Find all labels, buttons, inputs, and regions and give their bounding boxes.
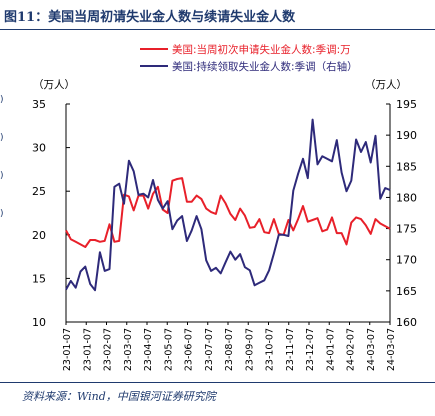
legend: 美国:当周初次申请失业金人数:季调:万 美国:持续领取失业金人数:季调（右轴） (140, 43, 358, 73)
right-tick-label: 160 (396, 316, 417, 329)
edge-fragment: ) (0, 209, 4, 219)
left-axis-unit-label: （万人） (33, 79, 75, 91)
figure-title: 图11：美国当周初请失业金人数与续请失业金人数 (4, 10, 296, 25)
x-tick-label: 23-05-07 (163, 328, 174, 371)
left-tick-label: 20 (32, 229, 46, 242)
series-line-continuing-claims (65, 118, 391, 292)
right-tick-label: 180 (396, 191, 417, 204)
x-tick-label: 23-10-07 (265, 328, 276, 371)
x-tick-label: 23-01-07 (82, 328, 93, 371)
left-tick-label: 25 (32, 185, 46, 198)
x-tick-label: 23-06-07 (184, 328, 195, 371)
right-tick-label: 165 (396, 285, 417, 298)
left-edge-fragments: ) ) ) ) (0, 95, 6, 247)
x-tick-label: 23-02-07 (103, 328, 114, 371)
right-tick-label: 170 (396, 254, 417, 267)
x-tick-label: 23-11-07 (285, 328, 296, 371)
right-tick-label: 195 (396, 98, 417, 111)
x-tick-label: 23-08-07 (224, 328, 235, 371)
right-axis-unit-label: （万人） (365, 79, 407, 91)
source-note: 资料来源：Wind，中国银河证券研究院 (22, 390, 216, 403)
x-tick-label: 23-12-07 (305, 328, 316, 371)
x-tick-label: 23-04-07 (143, 328, 154, 371)
edge-fragment: ) (0, 95, 4, 105)
line-chart: 美国:当周初次申请失业金人数:季调:万 美国:持续领取失业金人数:季调（右轴） … (32, 43, 417, 371)
source-divider (0, 382, 435, 383)
x-tick-label: 24-03-07 (366, 328, 377, 371)
left-tick-label: 35 (32, 98, 46, 111)
x-tick-label: 24-02-07 (346, 328, 357, 371)
right-tick-label: 185 (396, 160, 417, 173)
edge-fragment: ) (0, 133, 4, 143)
x-tick-label: 23-09-07 (244, 328, 255, 371)
x-tick-label: 23-01-07 (62, 328, 73, 371)
left-tick-label: 10 (32, 316, 46, 329)
x-tick-label: 24-03-07 (386, 328, 397, 371)
x-tick-label: 23-07-07 (204, 328, 215, 371)
title-divider (0, 29, 435, 30)
legend-label-initial-claims: 美国:当周初次申请失业金人数:季调:万 (172, 43, 351, 56)
x-tick-label: 24-01-07 (325, 328, 336, 371)
left-tick-label: 15 (32, 272, 46, 285)
left-tick-label: 30 (32, 142, 46, 155)
x-tick-label: 23-03-07 (123, 328, 134, 371)
edge-fragment: ) (0, 171, 4, 181)
right-tick-label: 190 (396, 129, 417, 142)
axes: 10 15 20 25 30 35 160 165 170 175 180 185 190 195 23-0… (32, 98, 417, 371)
series-line-initial-claims (65, 177, 391, 248)
plot-area (65, 118, 391, 292)
legend-label-continuing-claims: 美国:持续领取失业金人数:季调（右轴） (172, 60, 358, 73)
right-tick-label: 175 (396, 223, 417, 236)
